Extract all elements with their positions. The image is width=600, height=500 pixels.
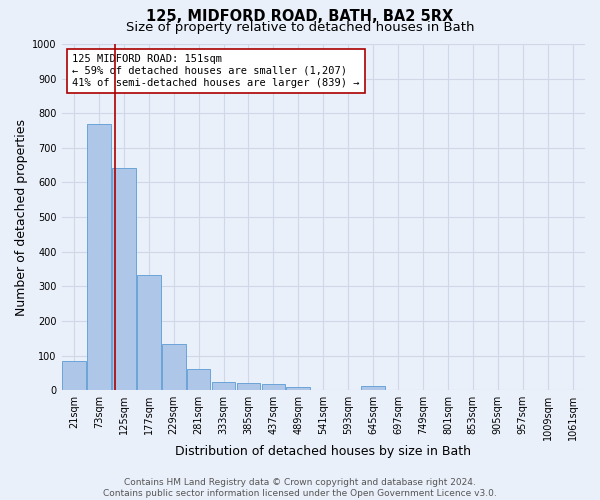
Bar (87, 124, 111, 390)
Bar (212, 382, 235, 390)
Bar (112, 168, 136, 390)
X-axis label: Distribution of detached houses by size in Bath: Distribution of detached houses by size … (175, 444, 471, 458)
Y-axis label: Number of detached properties: Number of detached properties (15, 118, 28, 316)
Text: Size of property relative to detached houses in Bath: Size of property relative to detached ho… (126, 21, 474, 34)
Text: 125 MIDFORD ROAD: 151sqm
← 59% of detached houses are smaller (1,207)
41% of sem: 125 MIDFORD ROAD: 151sqm ← 59% of detach… (72, 54, 359, 88)
Bar (162, 344, 185, 390)
Bar (187, 370, 211, 390)
Bar (286, 388, 310, 390)
Text: 125, MIDFORD ROAD, BATH, BA2 5RX: 125, MIDFORD ROAD, BATH, BA2 5RX (146, 9, 454, 24)
Bar (137, 274, 161, 390)
Bar (262, 384, 285, 390)
Bar (361, 386, 385, 390)
Bar (236, 382, 260, 390)
Bar (62, 362, 86, 390)
Text: Contains HM Land Registry data © Crown copyright and database right 2024.
Contai: Contains HM Land Registry data © Crown c… (103, 478, 497, 498)
